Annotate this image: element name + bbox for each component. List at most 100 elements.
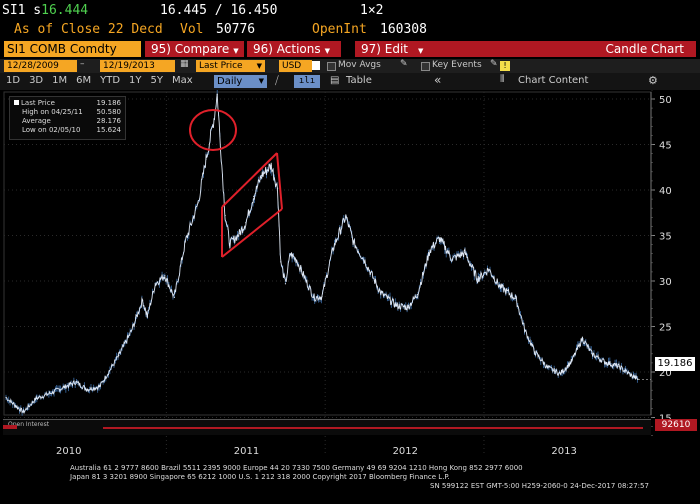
period-1d[interactable]: 1D (6, 75, 21, 86)
price-point (295, 259, 298, 261)
footer-contacts-1: Australia 61 2 9777 8600 Brazil 5511 239… (70, 464, 523, 472)
legend-avg-value: 28.176 (96, 117, 122, 125)
period-1m[interactable]: 1M (52, 75, 68, 86)
edit-label: 97) Edit (361, 42, 409, 56)
edit-button[interactable]: 97) Edit ▼ (355, 41, 441, 57)
y-tick-label: 35 (659, 232, 672, 243)
price-point (332, 247, 334, 249)
mov-avgs-checkbox[interactable] (327, 62, 336, 71)
calendar-icon[interactable]: ▦ (180, 59, 189, 69)
price-point (280, 261, 282, 263)
y-tick-label: 30 (659, 277, 672, 288)
compare-button[interactable]: 95) Compare ▼ (145, 41, 244, 57)
collapse-left-icon[interactable]: « (434, 73, 442, 87)
price-point (229, 243, 231, 245)
price-point (464, 252, 466, 254)
table-icon[interactable]: ▤ (330, 75, 340, 86)
open-interest-marker (3, 425, 17, 429)
price-point (224, 214, 226, 217)
chart-content-icon[interactable]: ⦀ (500, 74, 505, 85)
price-point (438, 237, 441, 239)
price-point (416, 294, 418, 296)
price-point (407, 306, 409, 308)
key-events-checkbox[interactable] (421, 62, 430, 71)
price-point (261, 174, 263, 177)
start-date-field[interactable]: 12/28/2009 (4, 60, 77, 72)
period-5y[interactable]: 5Y (150, 75, 164, 86)
gear-icon[interactable]: ⚙ (648, 74, 658, 87)
y-tick-label: 50 (659, 95, 672, 106)
settings-row: 12/28/2009 – 12/19/2013 ▦ Last Price ▼ US… (0, 59, 700, 73)
price-point (118, 355, 120, 357)
currency-dropdown[interactable]: USD (279, 60, 312, 72)
price-point (534, 351, 536, 353)
table-button[interactable]: Table (346, 75, 372, 86)
pencil-icon[interactable]: ✎ (400, 59, 408, 69)
price-point (499, 285, 501, 288)
actions-button[interactable]: 96) Actions ▼ (247, 41, 341, 57)
price-point (14, 405, 17, 407)
end-date-field[interactable]: 12/19/2013 (100, 60, 175, 72)
channel-lower-line (221, 208, 283, 258)
period-buttons: 1D 3D 1M 6M YTD 1Y 5Y Max (6, 75, 193, 86)
footer-timestamp: SN 599122 EST GMT-5:00 H259-2060-0 24-De… (430, 482, 649, 490)
price-point (75, 381, 77, 383)
last-price: 16.444 (41, 3, 89, 18)
price-point (321, 295, 323, 298)
open-interest-line (103, 427, 643, 429)
y-tick-label: 40 (659, 186, 672, 197)
price-point (591, 353, 593, 355)
layout-indicator: 1×2 (360, 3, 384, 18)
price-point (35, 397, 37, 399)
price-point (213, 118, 215, 120)
frequency-dropdown[interactable]: Daily ▼ (214, 75, 267, 88)
chart-style-icon[interactable]: ılı (294, 75, 320, 88)
price-point (364, 260, 366, 262)
chevron-down-icon: ▼ (418, 47, 424, 55)
price-point (570, 361, 572, 363)
chart-content-button[interactable]: Chart Content (518, 75, 589, 86)
last-price-tag: 19.186 (655, 357, 695, 371)
y-tick-label: 25 (659, 323, 672, 334)
price-point (305, 280, 307, 282)
footer-contacts-2: Japan 81 3 3201 8900 Singapore 65 6212 1… (70, 473, 450, 481)
price-chart[interactable]: 15202530354045502010201120122013 (0, 90, 700, 504)
price-point (396, 304, 398, 307)
period-3d[interactable]: 3D (29, 75, 44, 86)
period-ytd[interactable]: YTD (100, 75, 121, 86)
price-point (184, 241, 187, 243)
price-point (581, 337, 584, 339)
field-dropdown[interactable]: Last Price ▼ (196, 60, 265, 72)
period-max[interactable]: Max (172, 75, 193, 86)
security-field[interactable]: SI1 COMB Comdty (4, 41, 141, 57)
period-6m[interactable]: 6M (76, 75, 92, 86)
price-point (253, 195, 255, 197)
open-interest-tag: 92610 (655, 419, 697, 431)
price-point (245, 222, 247, 224)
actions-label: 96) Actions (253, 42, 321, 56)
lightbulb-icon[interactable]: ! (500, 61, 510, 71)
period-row: 1D 3D 1M 6M YTD 1Y 5Y Max Daily ▼ ⧸ ılı ▤ Table … (0, 73, 700, 90)
price-point (546, 366, 549, 369)
line-chart-icon[interactable]: ⧸ (275, 74, 279, 87)
price-point (173, 296, 175, 298)
x-tick-label: 2012 (393, 446, 418, 457)
open-interest-label: Open Interest (8, 421, 50, 428)
chart-legend: Last Price 19.186 High on 04/25/11 50.58… (9, 96, 126, 140)
currency-chevron-icon[interactable] (312, 61, 320, 70)
ticker: SI1 s (2, 3, 42, 18)
price-point (488, 268, 490, 270)
price-point (5, 396, 7, 399)
chevron-down-icon: ▼ (233, 47, 239, 55)
price-point (141, 299, 144, 301)
price-point (270, 164, 272, 167)
price-point (477, 278, 479, 280)
legend-low-label: Low on 02/05/10 (22, 126, 81, 134)
price-point (146, 315, 148, 318)
price-point (130, 330, 133, 332)
price-point (86, 388, 88, 390)
period-1y[interactable]: 1Y (129, 75, 142, 86)
pencil-icon[interactable]: ✎ (490, 59, 498, 69)
currency-value: USD (282, 61, 302, 71)
legend-high-label: High on 04/25/11 (22, 108, 83, 116)
